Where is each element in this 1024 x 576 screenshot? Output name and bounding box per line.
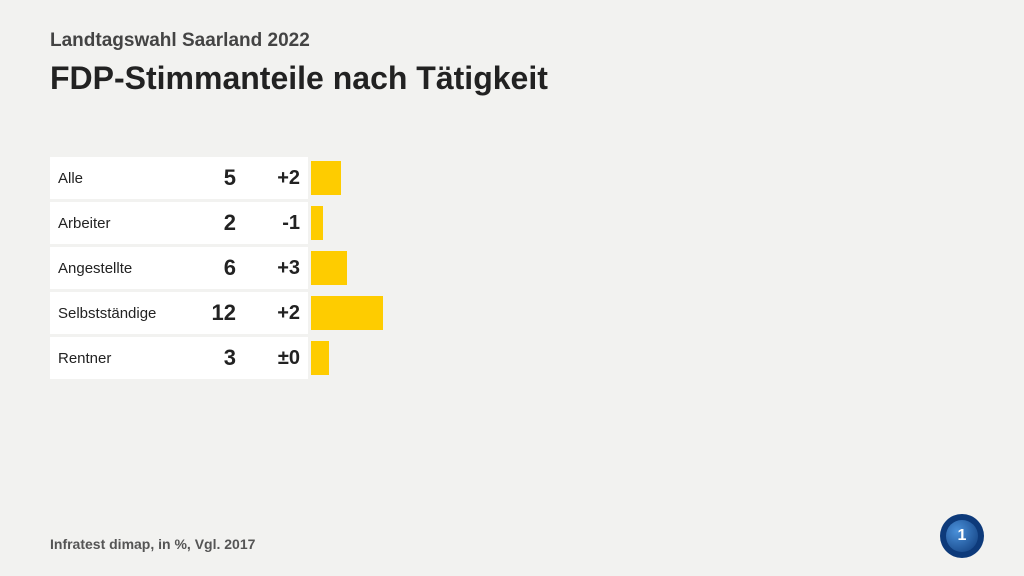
- row-change: +2: [246, 292, 308, 334]
- row-value: 12: [190, 292, 246, 334]
- chart-area: Alle 5 +2 Arbeiter 2 -1 Angestellte 6 +3…: [50, 157, 974, 379]
- bar-cell: [308, 157, 974, 199]
- row-label: Selbstständige: [50, 292, 190, 334]
- bar: [311, 251, 347, 285]
- logo-icon: [946, 520, 978, 552]
- row-change: +2: [246, 157, 308, 199]
- chart-row: Angestellte 6 +3: [50, 247, 974, 289]
- chart-title: FDP-Stimmanteile nach Tätigkeit: [50, 60, 974, 97]
- row-change: ±0: [246, 337, 308, 379]
- row-value: 5: [190, 157, 246, 199]
- bar-cell: [308, 337, 974, 379]
- row-label: Arbeiter: [50, 202, 190, 244]
- chart-container: Landtagswahl Saarland 2022 FDP-Stimmante…: [0, 0, 1024, 576]
- bar: [311, 206, 323, 240]
- chart-footer: Infratest dimap, in %, Vgl. 2017: [50, 536, 255, 552]
- row-label: Alle: [50, 157, 190, 199]
- bar-cell: [308, 247, 974, 289]
- bar: [311, 296, 383, 330]
- row-change: -1: [246, 202, 308, 244]
- chart-subtitle: Landtagswahl Saarland 2022: [50, 30, 974, 52]
- chart-row: Rentner 3 ±0: [50, 337, 974, 379]
- row-value: 2: [190, 202, 246, 244]
- row-value: 3: [190, 337, 246, 379]
- row-value: 6: [190, 247, 246, 289]
- bar: [311, 161, 341, 195]
- bar: [311, 341, 329, 375]
- row-label: Rentner: [50, 337, 190, 379]
- bar-cell: [308, 292, 974, 334]
- row-label: Angestellte: [50, 247, 190, 289]
- row-change: +3: [246, 247, 308, 289]
- broadcaster-logo: [940, 514, 984, 558]
- chart-row: Selbstständige 12 +2: [50, 292, 974, 334]
- bar-cell: [308, 202, 974, 244]
- chart-row: Alle 5 +2: [50, 157, 974, 199]
- chart-row: Arbeiter 2 -1: [50, 202, 974, 244]
